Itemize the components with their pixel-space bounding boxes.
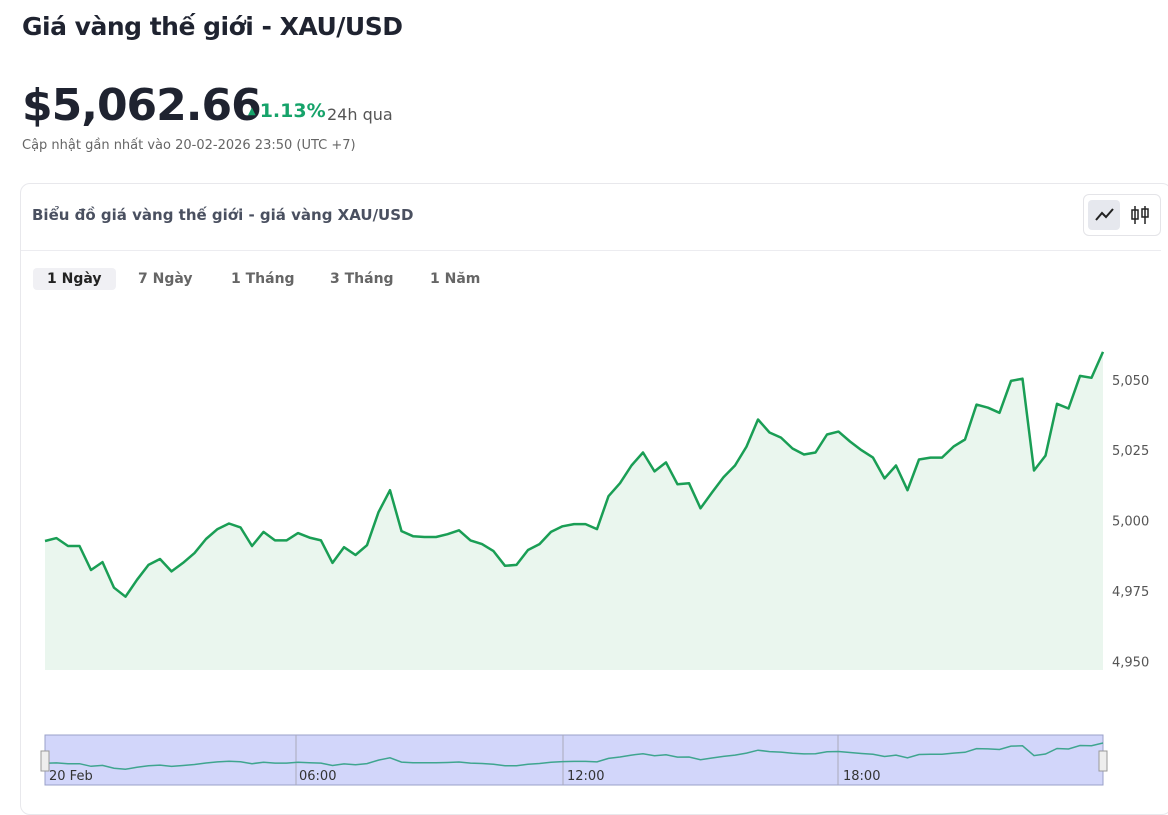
tab[interactable]: 1 Ngày xyxy=(33,268,116,290)
tab[interactable]: 7 Ngày xyxy=(138,271,193,287)
page-title: Giá vàng thế giới - XAU/USD xyxy=(22,12,403,41)
y-tick-label: 5,050 xyxy=(1112,374,1149,389)
navigator-line xyxy=(44,742,1104,770)
tab[interactable]: 1 Tháng xyxy=(231,271,295,287)
change: ▲ 1.13% xyxy=(248,100,326,122)
navigator-handle[interactable] xyxy=(1098,750,1108,772)
price-line xyxy=(44,351,1105,598)
y-tick-label: 4,950 xyxy=(1112,656,1149,671)
price: $5,062.66 xyxy=(22,80,262,131)
area xyxy=(45,351,1103,670)
tab[interactable]: 1 Năm xyxy=(430,271,481,287)
tab[interactable]: 3 Tháng xyxy=(330,271,394,287)
navigator-label: 20 Feb xyxy=(49,769,93,784)
y-tick-label: 5,000 xyxy=(1112,515,1149,530)
candle-tool[interactable] xyxy=(1131,206,1149,224)
line-icon xyxy=(1095,208,1114,221)
navigator xyxy=(44,734,1104,786)
y-tick-label: 5,025 xyxy=(1112,444,1149,459)
updated: Cập nhật gần nhất vào 20-02-2026 23:50 (… xyxy=(22,138,356,153)
navigator-label: 06:00 xyxy=(299,769,336,784)
change-value: 1.13% xyxy=(259,100,326,122)
period: 24h qua xyxy=(327,105,393,124)
card-title: Biểu đồ giá vàng thế giới - giá vàng XAU… xyxy=(32,206,414,224)
navigator-label: 18:00 xyxy=(843,769,880,784)
tool-icons xyxy=(1088,200,1149,230)
navigator-handle[interactable] xyxy=(40,750,50,772)
y-tick-label: 4,975 xyxy=(1112,585,1149,600)
separator xyxy=(21,250,1161,251)
navigator-label: 12:00 xyxy=(567,769,604,784)
chart-tools xyxy=(1083,194,1161,236)
